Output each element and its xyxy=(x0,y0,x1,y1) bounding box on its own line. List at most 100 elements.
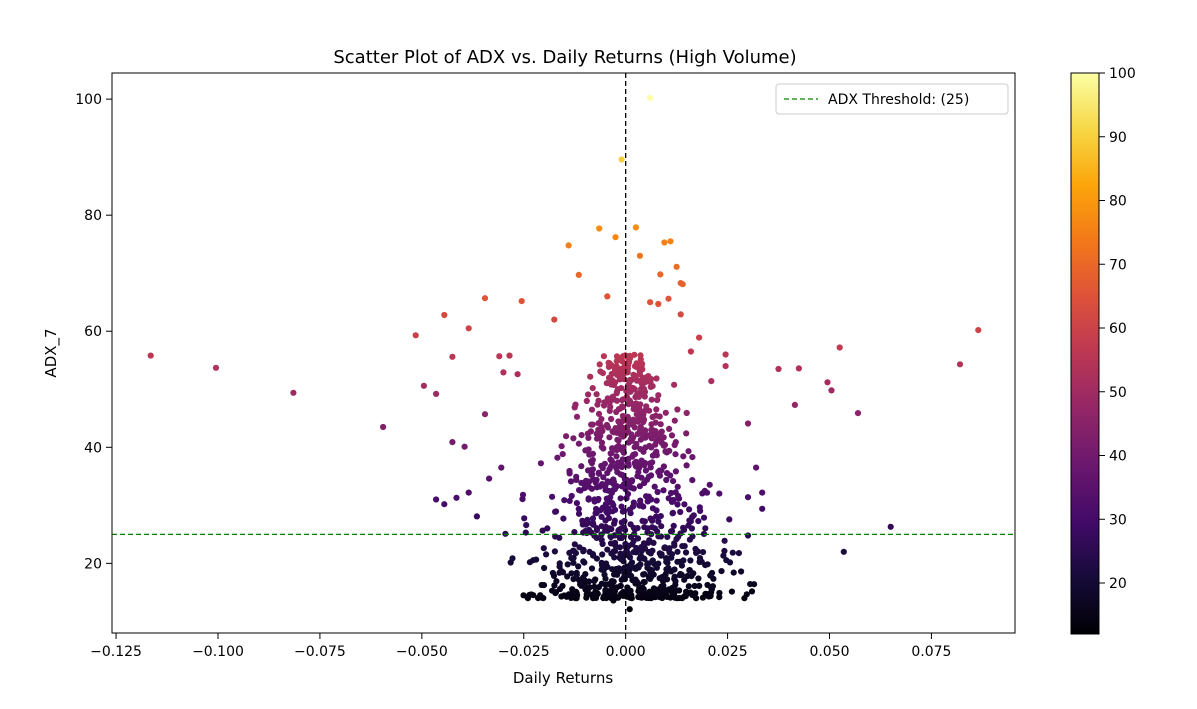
data-point xyxy=(601,460,609,467)
data-point xyxy=(521,515,528,522)
data-point xyxy=(595,397,602,404)
data-point xyxy=(589,456,596,464)
plot-frame xyxy=(111,72,1016,634)
x-axis-label: Daily Returns xyxy=(513,669,613,687)
data-point xyxy=(663,476,670,484)
data-point xyxy=(453,494,460,501)
data-point xyxy=(588,406,596,413)
colorbar-gradient xyxy=(1070,72,1100,635)
data-point xyxy=(563,433,570,440)
data-point xyxy=(461,443,468,450)
data-point xyxy=(645,373,652,380)
data-point xyxy=(653,513,660,520)
data-point xyxy=(612,425,619,432)
data-point xyxy=(690,512,697,519)
data-point xyxy=(565,242,572,249)
chart-title: Scatter Plot of ADX vs. Daily Returns (H… xyxy=(333,47,796,68)
data-point xyxy=(593,391,600,398)
data-point xyxy=(564,573,571,580)
data-point xyxy=(700,514,708,521)
data-point xyxy=(609,445,616,452)
data-point xyxy=(595,410,603,417)
data-point xyxy=(612,234,619,241)
data-point xyxy=(671,381,678,388)
data-point xyxy=(695,518,702,525)
data-point xyxy=(604,293,611,300)
data-point xyxy=(566,467,573,475)
data-point xyxy=(676,594,683,602)
y-tick-label: 20 xyxy=(84,556,102,572)
colorbar-tick-label: 100 xyxy=(1109,66,1136,82)
colorbar-tick-label: 20 xyxy=(1109,576,1127,592)
data-point xyxy=(549,587,556,594)
colorbar-tick-label: 50 xyxy=(1109,385,1127,401)
data-point xyxy=(854,410,862,417)
data-point xyxy=(643,493,650,500)
data-point xyxy=(637,352,644,359)
data-point xyxy=(680,557,687,564)
data-point xyxy=(684,572,691,580)
x-tick-label: 0.025 xyxy=(708,644,748,660)
data-point xyxy=(640,578,647,586)
data-point xyxy=(589,450,597,457)
data-point xyxy=(652,412,659,419)
data-point xyxy=(666,447,673,454)
data-point xyxy=(610,476,617,483)
data-point xyxy=(580,558,587,565)
data-point xyxy=(602,587,609,594)
data-point xyxy=(669,509,677,516)
data-point xyxy=(681,501,688,508)
data-point xyxy=(613,363,620,370)
data-point xyxy=(596,225,603,232)
data-point xyxy=(704,581,711,589)
data-point xyxy=(753,464,760,471)
data-point xyxy=(549,569,557,577)
data-point xyxy=(559,451,566,458)
data-point xyxy=(498,464,505,471)
data-point xyxy=(624,490,632,498)
data-point xyxy=(633,544,640,552)
data-point xyxy=(147,352,154,359)
data-point xyxy=(695,575,702,582)
data-point xyxy=(708,569,716,577)
legend-box xyxy=(775,83,1009,115)
data-point xyxy=(649,547,656,554)
data-point xyxy=(660,463,668,470)
data-points xyxy=(147,94,982,613)
data-point xyxy=(433,390,440,397)
data-point xyxy=(585,391,592,398)
data-point xyxy=(668,528,676,535)
data-point xyxy=(598,580,605,587)
data-point xyxy=(628,559,636,566)
data-point xyxy=(623,393,631,400)
data-point xyxy=(573,413,581,420)
data-point xyxy=(633,360,640,367)
data-point xyxy=(576,487,583,494)
data-point xyxy=(664,533,671,541)
data-point xyxy=(592,588,599,596)
data-point xyxy=(744,420,752,427)
data-point xyxy=(553,578,560,585)
data-point xyxy=(570,554,577,562)
data-point xyxy=(696,555,704,562)
data-point xyxy=(607,456,614,463)
data-point xyxy=(586,548,593,556)
data-point xyxy=(642,427,649,434)
data-point xyxy=(599,481,606,488)
data-point xyxy=(728,588,736,595)
data-point xyxy=(735,550,743,557)
data-point xyxy=(589,515,597,522)
data-point xyxy=(619,403,626,410)
data-point xyxy=(744,494,752,501)
data-point xyxy=(682,549,690,556)
data-point xyxy=(601,571,608,578)
data-point xyxy=(539,527,546,534)
data-point xyxy=(686,506,693,513)
data-point xyxy=(699,549,707,556)
data-point xyxy=(646,442,653,450)
data-point xyxy=(617,582,624,589)
data-point xyxy=(679,543,686,550)
data-point xyxy=(795,365,803,372)
data-point xyxy=(620,588,627,596)
